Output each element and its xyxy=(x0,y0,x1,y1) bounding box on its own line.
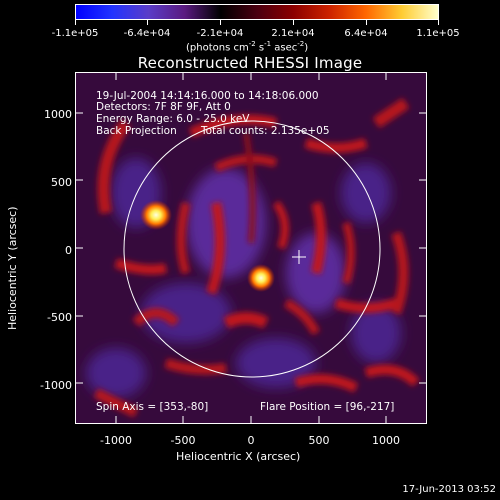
colorbar-label: 1.1e+05 xyxy=(416,28,460,39)
y-tick-label: -500 xyxy=(47,311,72,324)
tick-marks xyxy=(75,72,427,424)
x-axis-title: Heliocentric X (arcsec) xyxy=(176,450,301,463)
y-tick-label: 0 xyxy=(65,244,72,257)
axis-ticks xyxy=(75,72,427,424)
colorbar-label: 6.4e+04 xyxy=(344,28,388,39)
units-exponent: -1 xyxy=(264,40,272,48)
energy-range: Energy Range: 6.0 - 25.0 keV xyxy=(96,113,250,125)
colorbar xyxy=(75,4,439,20)
hard-xray-source xyxy=(247,264,275,292)
x-tick-label: -500 xyxy=(170,434,196,447)
colorbar-tick xyxy=(366,20,367,25)
flare-position-info: Flare Position = [96,-217] xyxy=(260,401,395,413)
units-part: ) xyxy=(304,42,309,54)
y-tick-label: -1000 xyxy=(40,379,72,392)
x-tick-label: 0 xyxy=(247,434,255,447)
x-tick-label: -1000 xyxy=(100,434,132,447)
x-tick-label: 500 xyxy=(308,434,330,447)
y-tick-label: 1000 xyxy=(44,108,72,121)
reconstruction-method: Back Projection xyxy=(96,125,177,137)
generation-date: 17-Jun-2013 03:52 xyxy=(402,484,496,495)
colorbar-units: (photons cm-2 s-1 asec-2) xyxy=(186,40,308,53)
units-exponent: -2 xyxy=(297,40,305,48)
units-part: s xyxy=(255,42,265,54)
positive-ripples xyxy=(93,98,420,418)
colorbar-label: -6.4e+04 xyxy=(123,28,171,39)
reconstructed-image-plot: 19-Jul-2004 14:14:16.000 to 14:18:06.000… xyxy=(75,72,427,424)
colorbar-label: 2.1e+04 xyxy=(271,28,315,39)
x-tick-label: 1000 xyxy=(372,434,400,447)
image-title: Reconstructed RHESSI Image xyxy=(137,54,363,72)
units-exponent: -2 xyxy=(248,40,256,48)
units-part: (photons cm xyxy=(186,42,249,54)
colorbar-tick xyxy=(75,20,76,25)
y-tick-label: 500 xyxy=(51,176,72,189)
detectors-info: Detectors: 7F 8F 9F, Att 0 xyxy=(96,101,231,113)
colorbar-label: -1.1e+05 xyxy=(51,28,99,39)
colorbar-tick xyxy=(220,20,221,25)
units-part: asec xyxy=(271,42,298,54)
image-canvas xyxy=(76,73,426,423)
colorbar-tick xyxy=(293,20,294,25)
solar-limb-circle xyxy=(123,120,381,378)
negative-lobes xyxy=(86,158,401,398)
colorbar-label: -2.1e+04 xyxy=(196,28,244,39)
spin-axis-info: Spin Axis = [353,-80] xyxy=(96,401,209,413)
y-axis-title: Heliocentric Y (arcsec) xyxy=(6,206,19,330)
colorbar-tick xyxy=(438,20,439,25)
colorbar-tick xyxy=(147,20,148,25)
total-counts: Total counts: 2.135e+05 xyxy=(201,125,330,137)
hard-xray-source xyxy=(140,200,172,230)
time-range: 19-Jul-2004 14:14:16.000 to 14:18:06.000 xyxy=(96,90,319,102)
